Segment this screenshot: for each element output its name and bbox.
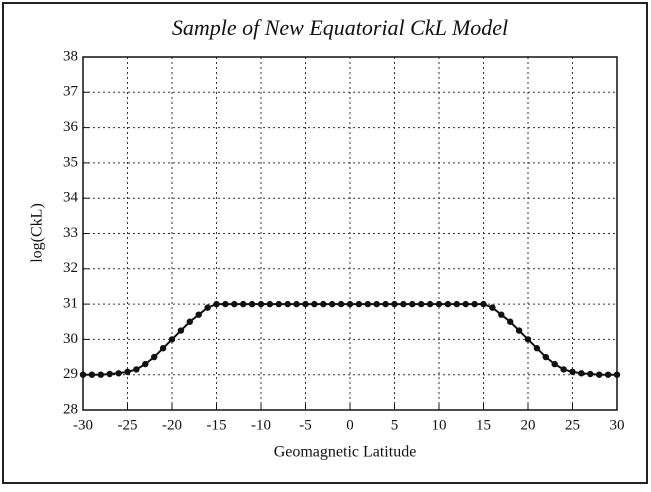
marker (302, 300, 309, 308)
marker (115, 370, 122, 377)
marker (569, 368, 576, 376)
x-tick-label: 10 (432, 417, 447, 433)
marker (222, 300, 229, 308)
marker (106, 370, 113, 378)
marker (124, 368, 131, 376)
marker (355, 300, 363, 308)
marker (515, 327, 523, 334)
marker (240, 300, 247, 308)
y-tick-label: 38 (63, 48, 78, 64)
y-tick-label: 30 (63, 331, 78, 347)
marker (444, 300, 452, 308)
y-tick-label: 36 (63, 119, 79, 135)
marker (560, 366, 567, 373)
x-tick-label: 15 (476, 417, 491, 433)
marker (275, 300, 282, 308)
marker (346, 300, 354, 308)
y-tick-label: 35 (63, 154, 78, 170)
marker (480, 300, 487, 308)
marker (231, 300, 238, 308)
marker (97, 371, 105, 378)
marker (373, 300, 380, 308)
marker (498, 311, 505, 318)
marker (453, 300, 460, 308)
y-tick-label: 34 (63, 190, 79, 206)
marker (578, 370, 585, 377)
marker (507, 318, 514, 325)
x-tick-label: 0 (346, 417, 354, 433)
x-tick-label: -30 (73, 417, 93, 433)
marker (248, 300, 256, 308)
chart-title: Sample of New Equatorial CkL Model (172, 15, 508, 40)
y-tick-label: 28 (63, 401, 78, 417)
marker (168, 336, 176, 343)
y-tick-label: 29 (63, 366, 78, 382)
x-tick-label: -15 (207, 417, 227, 433)
marker (409, 300, 416, 308)
x-tick-label: -10 (251, 417, 271, 433)
marker (418, 300, 425, 308)
marker (435, 300, 443, 308)
marker (88, 371, 96, 378)
marker (391, 300, 398, 308)
plot-area (82, 56, 618, 411)
marker (177, 327, 185, 334)
marker (186, 318, 193, 325)
marker (293, 300, 300, 308)
marker (426, 300, 434, 308)
marker (204, 304, 211, 311)
marker (471, 300, 478, 308)
marker (257, 300, 265, 308)
marker (133, 366, 140, 373)
marker (311, 300, 318, 308)
x-tick-label: -25 (118, 417, 138, 433)
marker (159, 345, 167, 352)
y-tick-label: 37 (63, 84, 79, 100)
marker (542, 353, 549, 361)
y-axis-label: log(CkL) (29, 203, 46, 263)
marker (551, 360, 558, 368)
marker (142, 360, 149, 368)
marker (213, 300, 220, 308)
marker (329, 300, 336, 308)
x-axis-label: Geomagnetic Latitude (274, 444, 417, 461)
marker (489, 304, 496, 311)
x-tick-label: 25 (565, 417, 580, 433)
marker (462, 300, 469, 308)
marker (613, 371, 621, 378)
marker (587, 370, 594, 378)
y-tick-label: 32 (63, 260, 78, 276)
x-tick-label: 20 (521, 417, 536, 433)
marker (364, 300, 371, 308)
frame (2, 2, 648, 484)
marker (320, 300, 327, 308)
marker (382, 300, 389, 308)
marker (79, 371, 87, 378)
marker (195, 311, 202, 318)
x-tick-label: 30 (610, 417, 625, 433)
x-tick-label: -5 (299, 417, 312, 433)
marker (151, 353, 158, 361)
marker (266, 300, 274, 308)
y-tick-label: 31 (63, 296, 78, 312)
marker (524, 336, 532, 343)
marker (596, 371, 603, 378)
marker (604, 371, 612, 378)
marker (337, 300, 345, 308)
marker (284, 300, 291, 308)
x-tick-label: -20 (162, 417, 182, 433)
marker (400, 300, 407, 308)
y-tick-label: 33 (63, 225, 78, 241)
marker (533, 345, 541, 352)
x-tick-label: 5 (391, 417, 399, 433)
